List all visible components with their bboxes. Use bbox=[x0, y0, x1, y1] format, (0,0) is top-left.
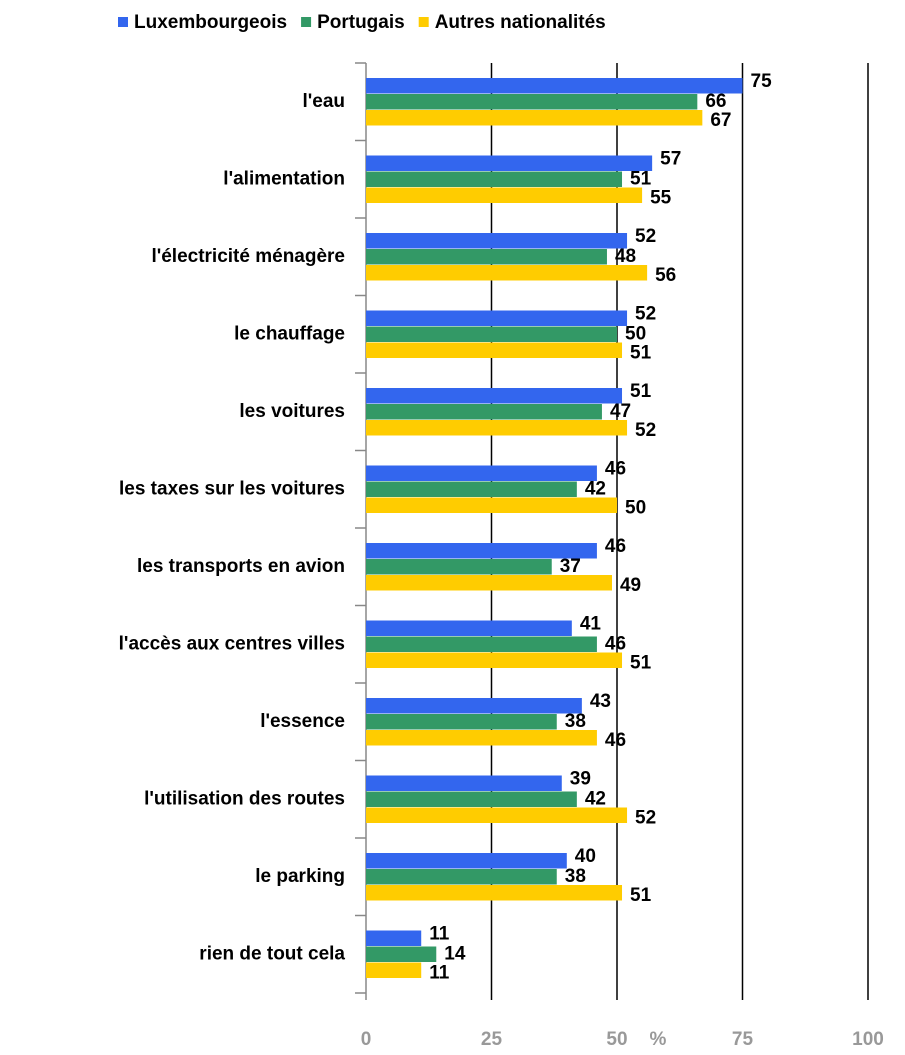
y-tick-label: l'essence bbox=[260, 711, 345, 732]
bar bbox=[366, 962, 422, 978]
value-label: 38 bbox=[565, 866, 586, 887]
value-label: 66 bbox=[705, 91, 726, 112]
value-label: 52 bbox=[635, 420, 656, 441]
bar bbox=[366, 714, 557, 730]
bar bbox=[366, 187, 643, 203]
bar bbox=[366, 310, 628, 326]
bar bbox=[366, 698, 582, 714]
legend-label: Luxembourgeois bbox=[134, 12, 287, 33]
bar bbox=[366, 543, 597, 559]
bar bbox=[366, 326, 617, 342]
value-label: 39 bbox=[570, 768, 591, 789]
value-label: 50 bbox=[625, 323, 646, 344]
bar bbox=[366, 807, 628, 823]
value-label: 40 bbox=[575, 846, 596, 867]
bar bbox=[366, 869, 557, 885]
bar bbox=[366, 110, 703, 126]
value-label: 51 bbox=[630, 381, 652, 402]
value-label: 38 bbox=[565, 711, 586, 732]
value-label: 52 bbox=[635, 226, 656, 247]
legend-label: Autres nationalités bbox=[435, 12, 606, 33]
value-label: 46 bbox=[605, 536, 626, 557]
legend-label: Portugais bbox=[317, 12, 405, 33]
y-tick-label: le parking bbox=[255, 866, 345, 887]
bar bbox=[366, 171, 623, 187]
y-tick-label: l'utilisation des routes bbox=[144, 788, 345, 809]
value-label: 50 bbox=[625, 497, 646, 518]
bar bbox=[366, 853, 567, 869]
value-label: 14 bbox=[444, 943, 466, 964]
value-label: 57 bbox=[660, 148, 681, 169]
y-tick-label: les transports en avion bbox=[137, 556, 345, 577]
value-label: 51 bbox=[630, 342, 652, 363]
y-tick-label: rien de tout cela bbox=[199, 943, 345, 964]
y-tick-label: le chauffage bbox=[234, 323, 345, 344]
x-tick-label: 50 bbox=[606, 1029, 627, 1050]
value-label: 67 bbox=[710, 110, 731, 131]
y-tick-label: l'accès aux centres villes bbox=[119, 633, 345, 654]
bar bbox=[366, 94, 698, 110]
value-label: 41 bbox=[580, 613, 602, 634]
bar bbox=[366, 249, 607, 265]
y-tick-label: l'alimentation bbox=[223, 168, 345, 189]
value-label: 56 bbox=[655, 265, 676, 286]
value-label: 51 bbox=[630, 652, 652, 673]
bar bbox=[366, 636, 597, 652]
value-label: 52 bbox=[635, 303, 656, 324]
x-tick-label: 25 bbox=[481, 1029, 503, 1050]
bar bbox=[366, 404, 602, 420]
value-label: 46 bbox=[605, 633, 626, 654]
value-label: 46 bbox=[605, 458, 626, 479]
y-tick-label: les taxes sur les voitures bbox=[119, 478, 345, 499]
value-label: 46 bbox=[605, 730, 626, 751]
bar bbox=[366, 481, 577, 497]
y-tick-label: l'eau bbox=[302, 91, 345, 112]
value-label: 49 bbox=[620, 575, 641, 596]
value-label: 51 bbox=[630, 168, 652, 189]
bar bbox=[366, 155, 653, 171]
bar bbox=[366, 78, 743, 94]
value-label: 47 bbox=[610, 401, 631, 422]
value-label: 11 bbox=[429, 962, 450, 983]
legend-swatch bbox=[301, 17, 312, 27]
value-label: 52 bbox=[635, 807, 656, 828]
value-label: 75 bbox=[751, 71, 773, 92]
value-label: 37 bbox=[560, 556, 581, 577]
value-label: 51 bbox=[630, 885, 652, 906]
bar bbox=[366, 342, 623, 358]
bar bbox=[366, 730, 597, 746]
x-tick-label: 75 bbox=[732, 1029, 754, 1050]
bar bbox=[366, 265, 648, 281]
bar bbox=[366, 388, 623, 404]
bar bbox=[366, 652, 623, 668]
x-tick-label: 100 bbox=[852, 1029, 884, 1050]
value-label: 11 bbox=[429, 923, 450, 944]
value-label: 43 bbox=[590, 691, 611, 712]
bar bbox=[366, 465, 597, 481]
legend-swatch bbox=[118, 17, 128, 27]
value-label: 42 bbox=[585, 788, 606, 809]
bar bbox=[366, 775, 562, 791]
x-axis-label: % bbox=[650, 1029, 667, 1050]
value-label: 55 bbox=[650, 187, 672, 208]
bar bbox=[366, 930, 422, 946]
y-tick-label: les voitures bbox=[239, 401, 345, 422]
bar bbox=[366, 420, 628, 436]
value-label: 42 bbox=[585, 478, 606, 499]
bar bbox=[366, 620, 572, 636]
legend-swatch bbox=[418, 17, 429, 27]
bar bbox=[366, 559, 552, 575]
bar bbox=[366, 575, 612, 591]
bar bbox=[366, 791, 577, 807]
value-label: 48 bbox=[615, 246, 636, 267]
bar bbox=[366, 885, 623, 901]
bar bbox=[366, 233, 628, 249]
bar bbox=[366, 497, 617, 513]
x-tick-label: 0 bbox=[361, 1029, 372, 1050]
bar bbox=[366, 946, 437, 962]
y-tick-label: l'électricité ménagère bbox=[151, 246, 345, 267]
